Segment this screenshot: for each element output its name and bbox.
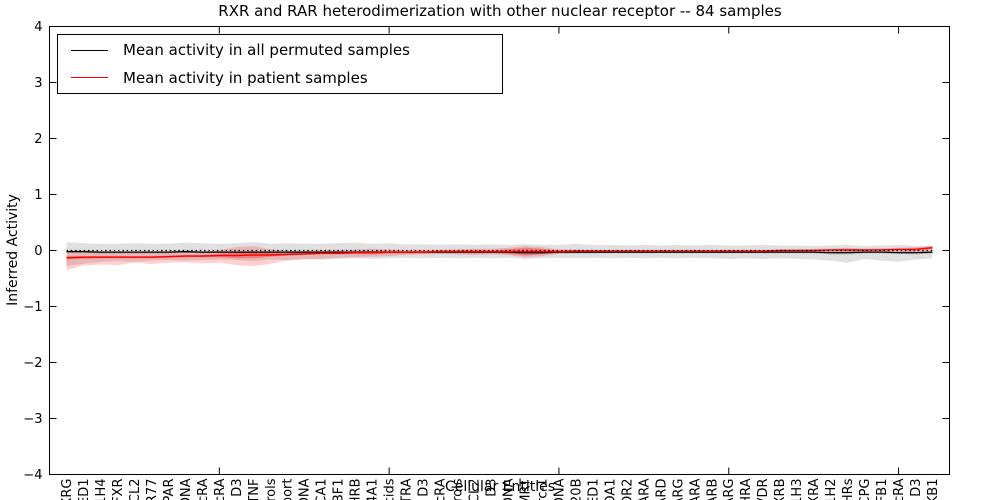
y-tick-label: −3: [23, 412, 42, 427]
y-tick-label: −2: [23, 356, 42, 371]
x-tick-label: RARs/THRs/DNA/Src-1: [535, 479, 550, 500]
x-tick-label: RXRs/PPAR: [162, 479, 177, 500]
legend-item-permuted: Mean activity in all permuted samples: [58, 38, 502, 63]
x-tick-label: mol:ATRA: [400, 478, 415, 500]
x-tick-label: RXRs/LXRs/DNA/Oxysterols: [264, 478, 279, 500]
y-tick-label: 1: [34, 188, 42, 203]
chart-title: RXR and RAR heterodimerization with othe…: [218, 2, 782, 20]
legend: Mean activity in all permuted samples Me…: [57, 34, 503, 94]
x-tick-label: RXRs/PPAR/9cRA/PGJ2/DNA: [179, 478, 194, 500]
x-tick-label: NR1H3: [790, 479, 805, 500]
x-tick-label: RXRG: [60, 479, 75, 500]
x-tick-label: MED1: [586, 479, 601, 500]
x-tick-label: RARA: [688, 478, 703, 500]
x-tick-label: ABCA1: [315, 479, 330, 500]
x-tick-label: mol:Vit D3: [417, 479, 432, 500]
x-tick-label: mol:Bile acids: [383, 478, 398, 500]
x-tick-label: BCL2: [468, 479, 483, 500]
x-tick-label: RXRB: [773, 479, 788, 500]
legend-label-permuted: Mean activity in all permuted samples: [123, 41, 410, 60]
x-axis-label: Cellular Entities: [444, 479, 556, 495]
patient-inner-band: [66, 246, 933, 260]
x-tick-label: RXRs/FXR/9cRA/MED1: [77, 479, 92, 500]
y-tick-label: 0: [34, 244, 42, 259]
x-tick-label: VDR/VDR/Vit D3: [485, 478, 500, 500]
x-tick-label: THRA: [739, 478, 754, 500]
x-tick-label: RXRs/NUR77/BCL2: [128, 479, 143, 500]
y-tick-label: 4: [34, 20, 42, 35]
x-tick-label: RXRA: [807, 478, 822, 500]
x-tick-label: RARs/THRs/DNA/SMRT: [518, 478, 533, 500]
x-tick-label: RXRs/VDR/DNA/Vit D3: [230, 479, 245, 500]
x-tick-label: FAM120B: [569, 479, 584, 500]
x-tick-label: TNF: [247, 479, 262, 500]
legend-line-sample-permuted-icon: [71, 49, 108, 51]
y-tick-label: −4: [23, 468, 42, 483]
x-tick-label: mol:Oxysterols: [451, 478, 466, 500]
permuted-band: [66, 242, 933, 267]
legend-label-patient: Mean activity in patient samples: [123, 68, 368, 87]
x-tick-label: VDR: [756, 479, 771, 500]
patient-mean-line: [66, 247, 933, 259]
x-tick-label: TGFB1: [875, 479, 890, 500]
x-tick-label: NCOR2: [620, 479, 635, 500]
legend-item-patient: Mean activity in patient samples: [58, 65, 502, 90]
x-tick-label: THRB: [349, 479, 364, 500]
x-tick-label: RXRs/LXRs/DNA/9cRA: [213, 478, 228, 500]
x-tick-label: VDR/Vit D3/DNA: [501, 478, 516, 500]
x-tick-label: cholesterol transport: [281, 479, 296, 500]
x-tick-label: mol:9cRA: [434, 478, 449, 500]
x-tick-label: PPARA: [637, 478, 652, 500]
x-tick-label: RARG: [722, 479, 737, 500]
x-tick-label: NR1H2: [824, 479, 839, 500]
y-tick-label: −1: [23, 300, 42, 315]
y-tick-label: 2: [34, 132, 42, 147]
x-tick-label: PPARG: [671, 479, 686, 500]
x-tick-label: RARB: [705, 479, 720, 500]
x-tick-label: SREBF1: [332, 479, 347, 500]
x-tick-label: RPS6KB1: [926, 479, 941, 500]
x-tick-label: PPARD: [654, 479, 669, 500]
y-tick-label: 3: [34, 76, 42, 91]
x-tick-label: RARs/THRs: [841, 478, 856, 500]
y-axis-label: Inferred Activity: [5, 194, 21, 306]
x-tick-label: RXRs/RXRs/DNA/9cRA: [196, 478, 211, 500]
x-tick-label: NR1H4: [94, 479, 109, 500]
x-tick-label: NCOA1: [603, 479, 618, 500]
x-tick-label: RXRs/NUR77: [145, 479, 160, 500]
x-tick-label: RXR alpha/CCPG: [858, 479, 873, 500]
x-tick-label: RXRs/FXR: [111, 479, 126, 500]
x-tick-label: RARs/RARs/DNA/9cRA: [892, 478, 907, 500]
x-tick-label: RARs/VDR/DNA/Vit D3: [909, 479, 924, 500]
legend-line-sample-patient-icon: [71, 77, 108, 79]
x-tick-label: NR4A1: [366, 479, 381, 500]
x-tick-label: VDR/VDR/DNA: [552, 478, 567, 500]
x-tick-label: RXRs/LXRs/DNA: [298, 478, 313, 500]
